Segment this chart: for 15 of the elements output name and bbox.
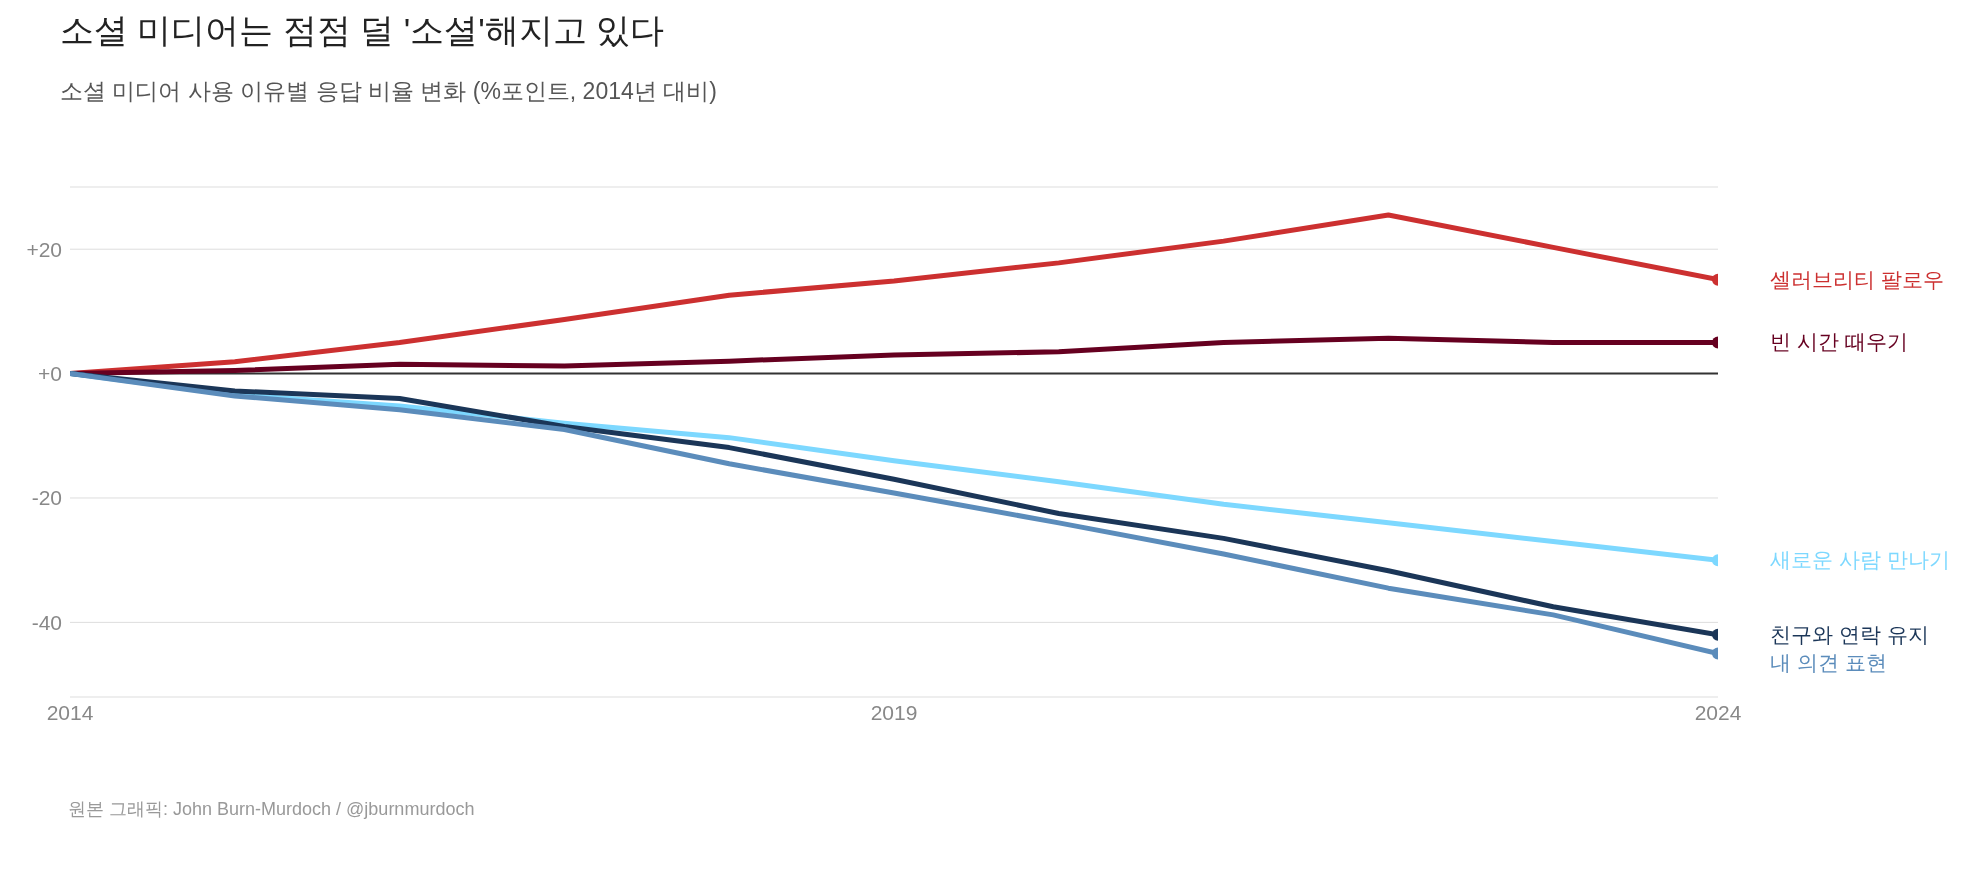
text: 원본 그래픽: John Burn-Murdoch / @jburnmurdoch <box>68 798 476 821</box>
text: 새로운 사람 만나기 <box>1770 548 1950 572</box>
x-tick-label: 2014 <box>46 700 94 724</box>
y-tick-label: -20 <box>31 486 62 510</box>
y-tick-label: +0 <box>38 362 62 386</box>
text: 친구와 연락 유지 <box>1770 622 1929 646</box>
y-tick-label: +20 <box>26 237 62 261</box>
text: 셀러브리티 팔로우 <box>1770 267 1944 291</box>
x-tick-label: 2024 <box>1694 700 1742 724</box>
x-tick-label: 2019 <box>870 700 918 724</box>
chart-subtitle: 소셜 미디어 사용 이유별 응답 비율 변화 (%포인트, 2014년 대비) <box>60 77 718 106</box>
text: 빈 시간 때우기 <box>1770 330 1908 354</box>
text: 내 의견 표현 <box>1770 650 1887 674</box>
chart-title: 소셜 미디어는 점점 덜 '소셜'해지고 있다 <box>60 10 666 51</box>
y-tick-label: -40 <box>31 610 62 634</box>
